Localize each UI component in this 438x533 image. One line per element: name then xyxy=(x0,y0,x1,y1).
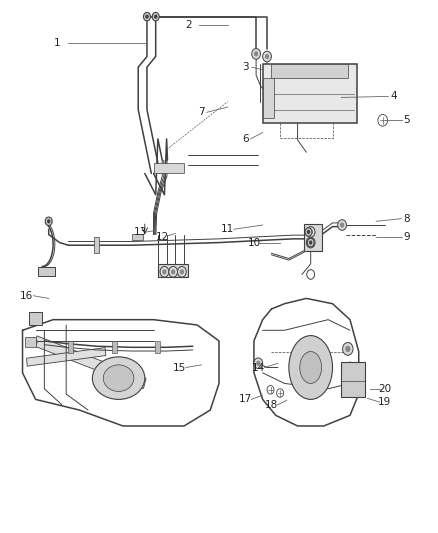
Bar xyxy=(155,341,160,353)
Circle shape xyxy=(45,217,52,225)
Bar xyxy=(29,312,42,325)
Circle shape xyxy=(343,343,353,356)
Circle shape xyxy=(162,269,166,274)
Bar xyxy=(263,78,274,118)
Bar xyxy=(38,266,55,276)
Circle shape xyxy=(32,340,35,344)
Text: 12: 12 xyxy=(155,232,169,243)
Bar xyxy=(304,224,321,251)
Circle shape xyxy=(306,237,315,248)
Circle shape xyxy=(263,51,272,62)
Circle shape xyxy=(145,14,149,19)
Text: 11: 11 xyxy=(221,224,234,235)
Circle shape xyxy=(160,266,169,277)
Bar xyxy=(153,163,184,173)
Text: 6: 6 xyxy=(242,134,248,144)
Ellipse shape xyxy=(289,336,332,399)
Circle shape xyxy=(308,229,313,235)
FancyArrow shape xyxy=(34,336,146,389)
Bar xyxy=(112,341,117,353)
Circle shape xyxy=(30,338,37,346)
Text: 13: 13 xyxy=(134,227,147,237)
Circle shape xyxy=(177,266,186,277)
Circle shape xyxy=(340,222,344,228)
Text: 7: 7 xyxy=(198,107,205,117)
Bar xyxy=(341,362,365,397)
Circle shape xyxy=(256,361,261,366)
Text: 17: 17 xyxy=(239,394,252,405)
Text: 1: 1 xyxy=(54,38,61,48)
Ellipse shape xyxy=(92,357,145,399)
Circle shape xyxy=(345,346,350,352)
Circle shape xyxy=(180,269,184,274)
Circle shape xyxy=(306,227,315,237)
Circle shape xyxy=(169,266,177,277)
Circle shape xyxy=(254,358,263,368)
Ellipse shape xyxy=(300,352,321,383)
Circle shape xyxy=(309,240,312,245)
Text: 16: 16 xyxy=(20,290,34,301)
Bar xyxy=(25,337,35,348)
Circle shape xyxy=(47,219,50,223)
Text: 5: 5 xyxy=(403,115,410,125)
Bar xyxy=(158,264,188,277)
Text: 4: 4 xyxy=(390,91,397,101)
Text: 18: 18 xyxy=(265,400,278,410)
Bar xyxy=(263,64,357,123)
Bar xyxy=(68,341,73,353)
Bar xyxy=(132,233,143,240)
Text: 10: 10 xyxy=(247,238,261,247)
Text: 8: 8 xyxy=(403,214,410,224)
Circle shape xyxy=(254,51,258,56)
Text: 19: 19 xyxy=(378,397,392,407)
FancyArrow shape xyxy=(27,348,106,366)
Circle shape xyxy=(305,228,312,236)
Circle shape xyxy=(338,220,346,230)
Text: 14: 14 xyxy=(252,362,265,373)
Circle shape xyxy=(171,269,175,274)
Circle shape xyxy=(307,238,314,247)
Circle shape xyxy=(346,362,354,373)
Bar xyxy=(272,64,348,78)
Circle shape xyxy=(307,230,310,234)
Circle shape xyxy=(252,49,261,59)
Text: 20: 20 xyxy=(378,384,392,394)
Text: 15: 15 xyxy=(173,362,186,373)
Text: 2: 2 xyxy=(185,20,192,30)
Bar xyxy=(94,237,99,253)
Ellipse shape xyxy=(103,365,134,391)
Text: 9: 9 xyxy=(403,232,410,243)
Circle shape xyxy=(154,14,157,19)
Circle shape xyxy=(152,12,159,21)
Circle shape xyxy=(144,12,150,21)
Circle shape xyxy=(308,240,313,245)
Text: 3: 3 xyxy=(242,62,248,72)
Circle shape xyxy=(265,54,269,59)
